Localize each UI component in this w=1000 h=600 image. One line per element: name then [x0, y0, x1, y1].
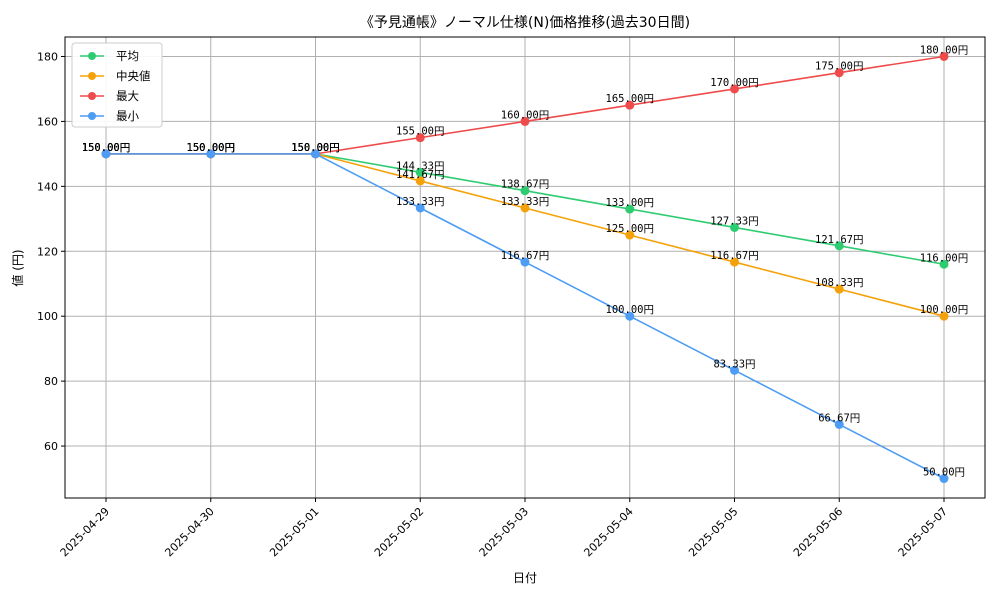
x-tick-label: 2025-04-29: [58, 505, 112, 559]
data-point: [730, 365, 739, 375]
x-tick-label: 2025-05-03: [477, 505, 531, 559]
y-tick-label: 80: [44, 375, 58, 388]
data-label: 165.00円: [606, 93, 654, 105]
x-tick-label: 2025-04-30: [162, 505, 216, 559]
y-tick-label: 160: [37, 115, 58, 128]
y-tick-label: 120: [37, 245, 58, 258]
data-point: [625, 204, 635, 214]
x-tick-label: 2025-05-07: [896, 505, 950, 559]
data-label: 175.00円: [815, 61, 863, 73]
legend-label: 最大: [116, 89, 139, 103]
data-point: [834, 284, 844, 294]
data-label: 150.00円: [187, 142, 235, 154]
data-point: [939, 311, 949, 321]
data-point: [101, 149, 111, 159]
data-point: [730, 257, 739, 267]
data-label: 116.67円: [710, 250, 758, 262]
data-point: [415, 203, 425, 213]
x-tick-label: 2025-05-06: [791, 505, 845, 559]
data-label: 141.67円: [396, 169, 444, 181]
x-axis-label: 日付: [513, 571, 537, 585]
data-label: 150.00円: [82, 142, 130, 154]
data-point: [625, 100, 635, 110]
data-point: [520, 203, 530, 213]
x-tick-label: 2025-05-04: [581, 505, 635, 559]
data-label: 133.00円: [606, 197, 654, 209]
data-label: 155.00円: [396, 126, 444, 138]
legend-box: [71, 42, 163, 128]
data-label: 83.33円: [713, 358, 755, 370]
data-label: 121.67円: [815, 234, 863, 246]
data-label: 150.00円: [187, 142, 235, 154]
data-label: 150.00円: [187, 142, 235, 154]
data-point: [520, 116, 530, 126]
legend-marker: [88, 112, 96, 120]
data-label: 150.00円: [82, 142, 130, 154]
data-point: [834, 419, 844, 429]
y-tick-label: 100: [37, 310, 58, 323]
data-point: [834, 241, 844, 251]
data-label: 138.67円: [501, 179, 549, 191]
data-point: [415, 176, 425, 186]
legend-label: 最小: [116, 109, 139, 123]
data-point: [206, 149, 216, 159]
legend-marker: [88, 72, 96, 80]
data-label: 108.33円: [815, 277, 863, 289]
data-point: [415, 133, 425, 143]
data-labels-layer: 150.00円 150.00円 150.00円 144.33円 138.67円 133.0…: [82, 44, 968, 478]
data-label: 160.00円: [501, 109, 549, 121]
legend-marker: [88, 92, 96, 100]
x-tick-label: 2025-05-02: [372, 505, 426, 559]
data-label: 150.00円: [82, 142, 130, 154]
y-axis-label: 値 (円): [10, 249, 25, 286]
data-point: [415, 167, 425, 177]
data-point: [520, 186, 530, 196]
data-point: [520, 257, 530, 267]
data-label: 50.00円: [923, 467, 965, 479]
legend-label: 中央値: [116, 69, 151, 83]
data-label: 116.00円: [920, 252, 968, 264]
data-label: 133.33円: [396, 196, 444, 208]
y-tick-label: 60: [44, 440, 58, 453]
data-point: [939, 51, 949, 61]
data-label: 150.00円: [291, 142, 339, 154]
data-point: [834, 68, 844, 78]
x-tick-label: 2025-05-05: [686, 505, 740, 559]
chart-title: 《予見通帳》ノーマル仕様(N)価格推移(過去30日間): [360, 15, 690, 31]
legend-marker: [88, 52, 96, 60]
data-label: 150.00円: [291, 142, 339, 154]
data-point: [939, 259, 949, 269]
data-label: 100.00円: [606, 304, 654, 316]
y-tick-label: 180: [37, 50, 58, 63]
series-layer: [101, 51, 949, 484]
data-label: 125.00円: [606, 223, 654, 235]
data-label: 180.00円: [920, 44, 968, 56]
data-label: 133.33円: [501, 196, 549, 208]
data-label: 150.00円: [291, 142, 339, 154]
data-label: 144.33円: [396, 160, 444, 172]
data-label: 127.33円: [710, 215, 758, 227]
data-label: 66.67円: [818, 412, 860, 424]
x-tick-label: 2025-05-01: [267, 505, 321, 559]
data-label: 100.00円: [920, 304, 968, 316]
data-label: 150.00円: [82, 142, 130, 154]
data-point: [311, 149, 320, 159]
data-point: [730, 84, 739, 94]
data-label: 116.67円: [501, 250, 549, 262]
data-label: 150.00円: [187, 142, 235, 154]
data-label: 150.00円: [291, 142, 339, 154]
y-tick-label: 140: [37, 180, 58, 193]
data-point: [625, 311, 635, 321]
data-point: [625, 230, 635, 240]
data-point: [939, 474, 949, 484]
legend-label: 平均: [116, 49, 139, 63]
data-point: [730, 222, 739, 232]
data-label: 170.00円: [710, 77, 758, 89]
